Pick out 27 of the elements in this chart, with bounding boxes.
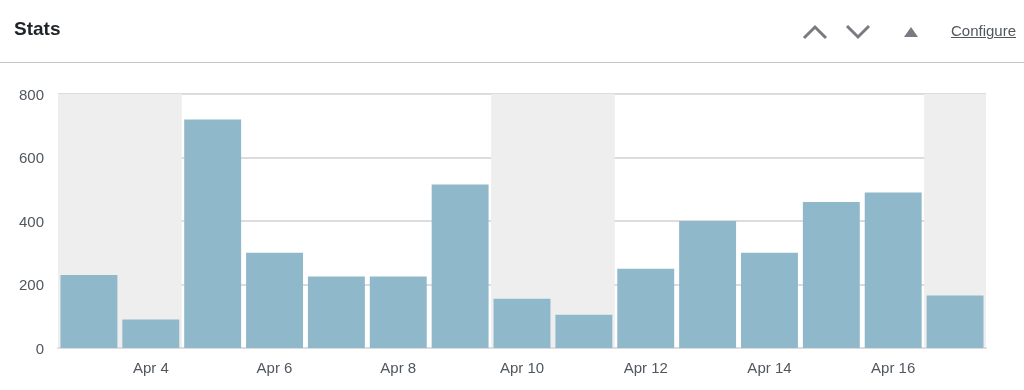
text: Configure	[950, 22, 1016, 39]
bar	[617, 268, 675, 348]
bar	[555, 314, 613, 348]
x-tick-label: Apr 10	[499, 359, 545, 376]
bar	[926, 295, 984, 348]
x-tick-label: Apr 14	[747, 359, 792, 376]
y-tick-label: 400	[18, 212, 44, 230]
bar	[60, 274, 118, 348]
bar	[741, 252, 798, 348]
bar	[431, 184, 489, 348]
bar	[246, 252, 303, 348]
y-tick-label: 0	[35, 339, 44, 357]
x-tick-label: Apr 4	[132, 359, 169, 376]
y-tick-label: 600	[18, 149, 44, 166]
chart-title: Stats	[14, 18, 61, 40]
x-tick-label: Apr 6	[256, 359, 293, 376]
bar	[122, 319, 180, 348]
y-tick-label: 200	[18, 276, 44, 293]
x-tick-label: Apr 8	[380, 359, 417, 376]
bar	[307, 276, 365, 348]
bar	[369, 276, 427, 348]
bar	[493, 298, 551, 348]
bar	[679, 221, 737, 348]
x-tick-label: Apr 12	[623, 359, 668, 376]
x-tick-label: Apr 16	[871, 359, 916, 376]
bar	[802, 201, 860, 348]
y-tick-label: 800	[18, 85, 44, 103]
